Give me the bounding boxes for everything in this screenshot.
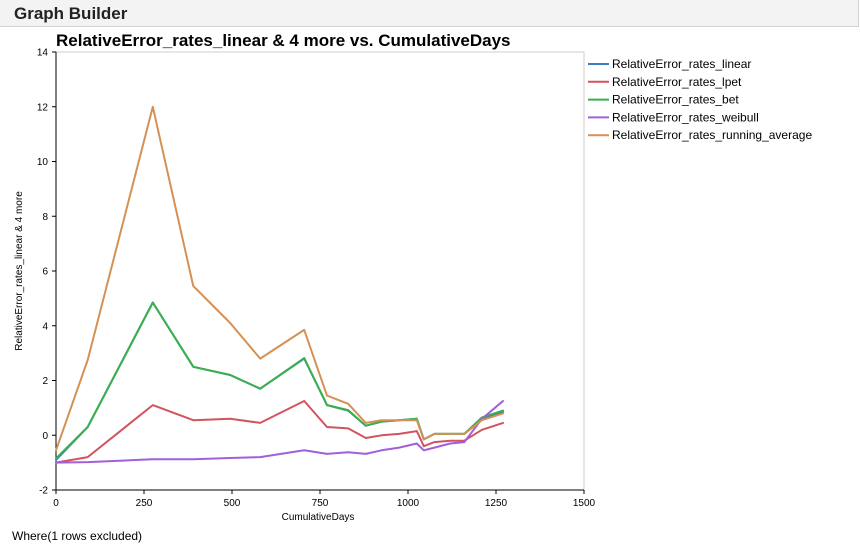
x-tick-label: 1000 (397, 498, 420, 509)
series-line-2 (55, 301, 504, 460)
graph-builder-title: Graph Builder (14, 4, 128, 23)
y-tick-label: 14 (37, 48, 49, 59)
legend-label: RelativeError_rates_running_average (612, 128, 812, 142)
y-tick-label: 6 (42, 267, 48, 278)
where-clause-note: Where(1 rows excluded) (12, 529, 143, 543)
legend-item[interactable]: RelativeError_rates_running_average (588, 128, 812, 142)
y-tick-label: 0 (42, 431, 48, 442)
x-axis: 0 250 500 750 1000 1250 1500 (53, 489, 596, 509)
x-tick-label: 1500 (573, 498, 596, 509)
legend-label: RelativeError_rates_lpet (612, 75, 742, 89)
plot-area (55, 51, 585, 491)
y-tick-label: 4 (42, 321, 48, 332)
graph-builder-header: Graph Builder (0, 0, 859, 27)
x-tick-label: 1250 (485, 498, 508, 509)
series-lines (55, 105, 504, 464)
y-tick-label: 8 (42, 212, 48, 223)
y-tick-label: 2 (42, 376, 48, 387)
x-tick-label: 500 (224, 498, 241, 509)
series-line-3 (55, 400, 504, 464)
series-line-0 (55, 301, 504, 461)
legend-item[interactable]: RelativeError_rates_bet (588, 93, 739, 107)
legend-item[interactable]: RelativeError_rates_lpet (588, 75, 742, 89)
series-line-1 (55, 400, 504, 464)
y-tick-label: 12 (37, 102, 49, 113)
legend-item[interactable]: RelativeError_rates_weibull (588, 110, 759, 124)
x-tick-label: 0 (53, 498, 59, 509)
legend-label: RelativeError_rates_linear (612, 57, 751, 71)
legend-item[interactable]: RelativeError_rates_linear (588, 57, 751, 71)
series-line-4 (55, 105, 504, 452)
y-axis: -2 0 2 4 6 8 10 12 14 (37, 48, 57, 497)
chart-title: RelativeError_rates_linear & 4 more vs. … (56, 31, 511, 50)
legend-label: RelativeError_rates_bet (612, 93, 739, 107)
y-axis-title: RelativeError_rates_linear & 4 more (14, 191, 25, 351)
y-tick-label: -2 (39, 486, 48, 497)
x-tick-label: 250 (136, 498, 153, 509)
y-tick-label: 10 (37, 157, 49, 168)
legend[interactable]: RelativeError_rates_linear RelativeError_… (588, 57, 812, 142)
x-axis-title: CumulativeDays (282, 512, 355, 523)
x-tick-label: 750 (312, 498, 329, 509)
legend-label: RelativeError_rates_weibull (612, 110, 759, 124)
